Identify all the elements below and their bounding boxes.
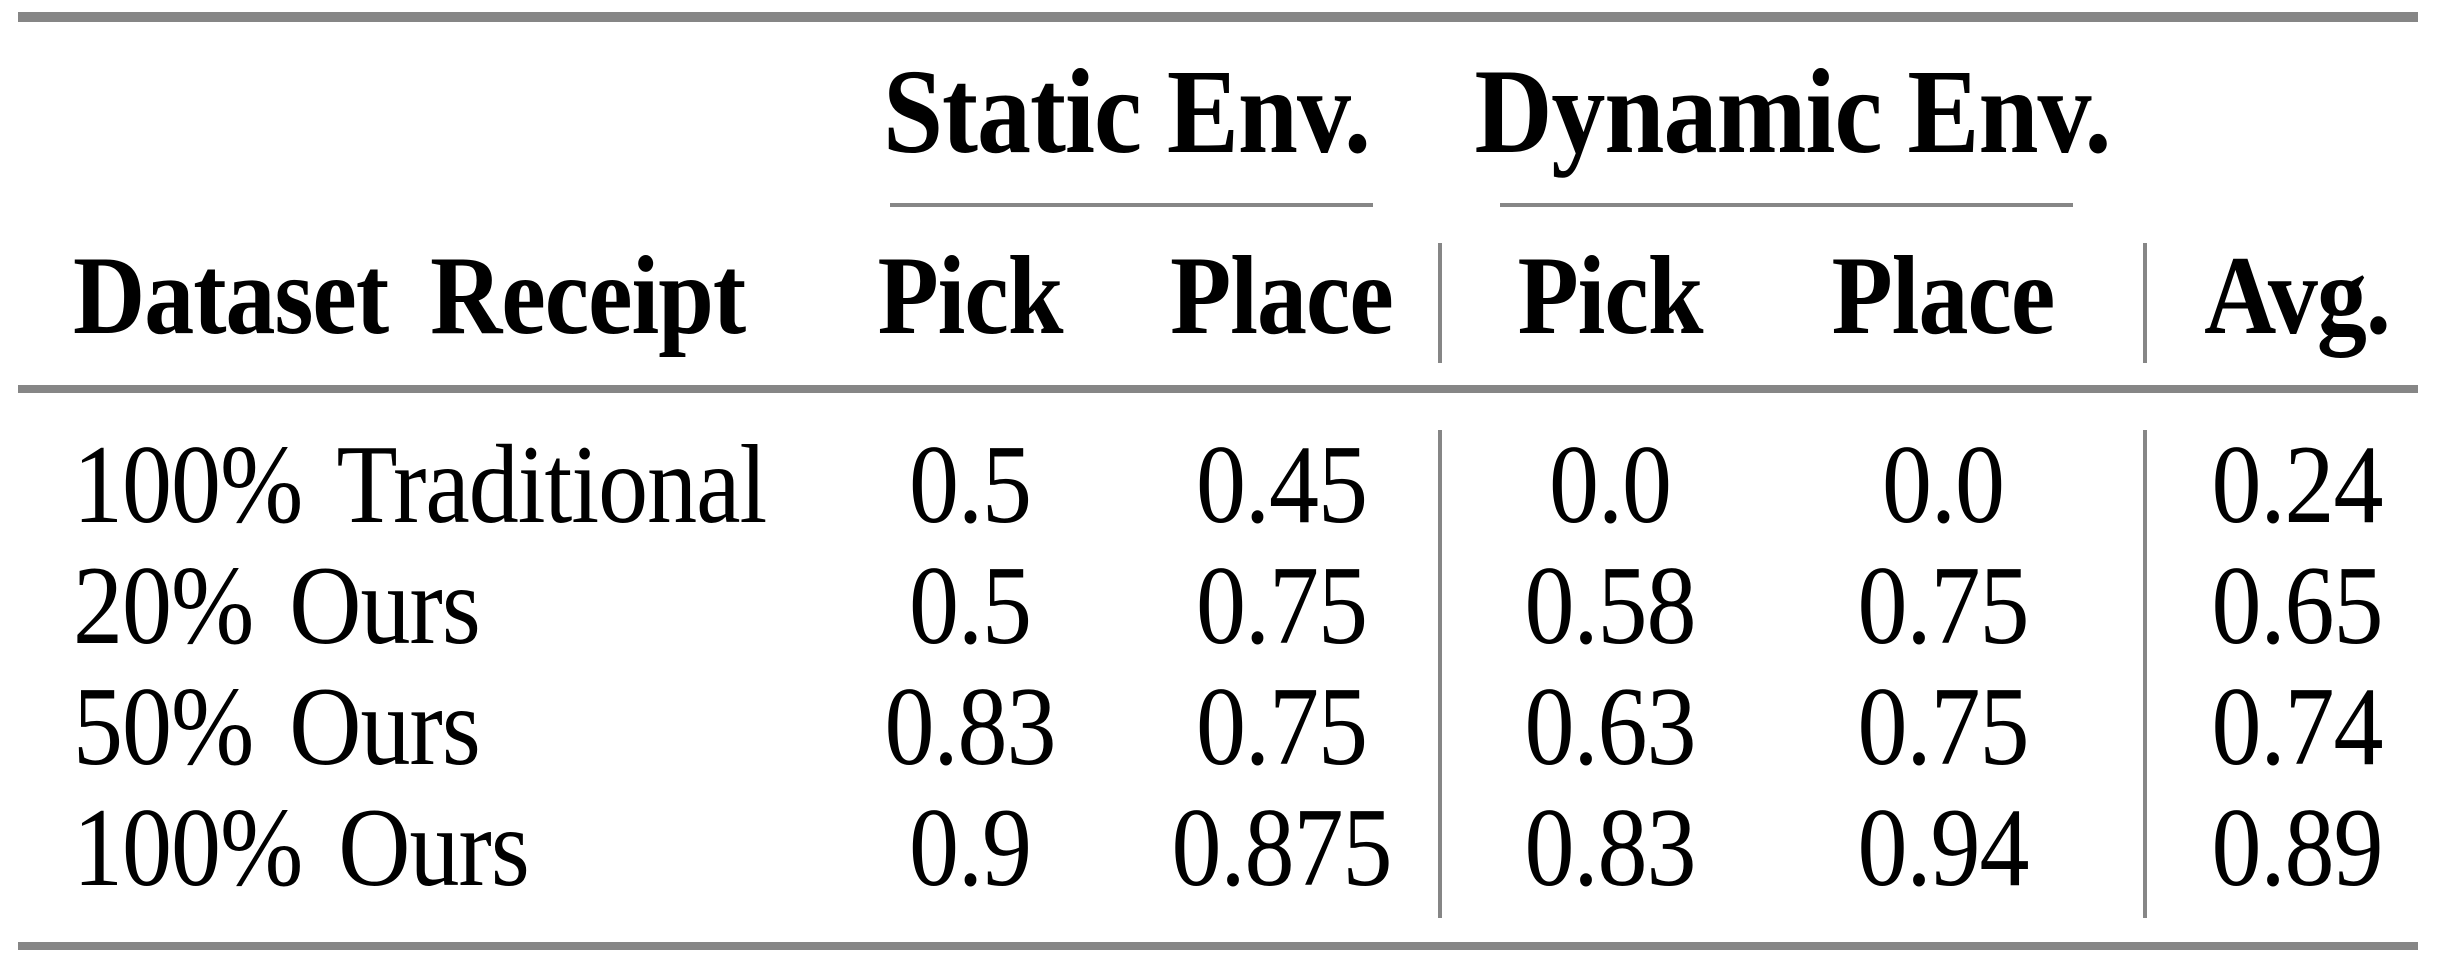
cell-avg: 0.89 — [2147, 787, 2422, 908]
cell-static-pick: 0.83 — [815, 666, 1125, 787]
cell-value: 0.9 — [909, 784, 1032, 910]
group-header-dynamic: Dynamic Env. — [1442, 22, 2143, 203]
column-header-pick-dynamic-label: Pick — [1517, 233, 1704, 358]
row-label: 100% Traditional — [73, 421, 767, 547]
cell-static-place: 0.45 — [1125, 424, 1438, 545]
cell-value: 0.75 — [1857, 542, 2030, 668]
table-row: 100% Ours 0.9 0.875 0.83 0.94 0.89 — [18, 787, 2422, 908]
row-label-cell: 100% Traditional — [18, 424, 815, 545]
bottom-rule — [18, 942, 2418, 950]
cell-value: 0.58 — [1524, 542, 1697, 668]
cell-avg: 0.74 — [2147, 666, 2422, 787]
column-header-place-static-label: Place — [1170, 233, 1394, 358]
column-header-avg-label: Avg. — [2204, 233, 2391, 358]
cell-dynamic-place: 0.75 — [1778, 666, 2143, 787]
column-header-pick-dynamic: Pick — [1442, 207, 1778, 385]
cell-static-pick: 0.5 — [815, 424, 1125, 545]
group-header-static: Static Env. — [815, 22, 1438, 203]
cell-dynamic-place: 0.0 — [1778, 424, 2143, 545]
cell-dynamic-pick: 0.0 — [1442, 424, 1778, 545]
column-header-dataset-receipt-label: Dataset Receipt — [73, 233, 746, 358]
row-label: 50% Ours — [73, 663, 481, 789]
cell-value: 0.75 — [1857, 663, 2030, 789]
cell-static-pick: 0.5 — [815, 545, 1125, 666]
cell-value: 0.875 — [1171, 784, 1393, 910]
column-header-avg: Avg. — [2147, 207, 2422, 385]
column-header-pick-static-label: Pick — [877, 233, 1064, 358]
row-label-cell: 20% Ours — [18, 545, 815, 666]
vertical-separator-static-dynamic-header — [1438, 243, 1442, 363]
vertical-separator-static-dynamic-body — [1438, 430, 1442, 918]
mid-rule — [18, 385, 2418, 393]
column-header-place-dynamic-label: Place — [1831, 233, 2056, 358]
group-header-static-label: Static Env. — [882, 45, 1371, 179]
cell-value: 0.94 — [1857, 784, 2030, 910]
table-row: 100% Traditional 0.5 0.45 0.0 0.0 0.24 — [18, 424, 2422, 545]
column-header-place-static: Place — [1125, 207, 1438, 385]
cell-static-place: 0.75 — [1125, 545, 1438, 666]
column-header-place-dynamic: Place — [1778, 207, 2143, 385]
cell-dynamic-pick: 0.83 — [1442, 787, 1778, 908]
row-label: 100% Ours — [73, 784, 530, 910]
column-header-row: Dataset Receipt Pick Place Pick Place Av… — [18, 207, 2422, 385]
vertical-separator-avg-body — [2143, 430, 2147, 918]
cell-value: 0.89 — [2211, 784, 2384, 910]
cell-value: 0.0 — [1882, 421, 2005, 547]
column-header-pick-static: Pick — [815, 207, 1125, 385]
cell-static-place: 0.875 — [1125, 787, 1438, 908]
cell-value: 0.74 — [2211, 663, 2384, 789]
cell-avg: 0.24 — [2147, 424, 2422, 545]
row-label: 20% Ours — [73, 542, 481, 668]
cell-value: 0.83 — [884, 663, 1057, 789]
cell-value: 0.45 — [1196, 421, 1368, 547]
group-header-row: Static Env. Dynamic Env. — [18, 22, 2422, 203]
cell-value: 0.24 — [2211, 421, 2384, 547]
cell-static-place: 0.75 — [1125, 666, 1438, 787]
table-row: 50% Ours 0.83 0.75 0.63 0.75 0.74 — [18, 666, 2422, 787]
top-rule — [18, 12, 2418, 22]
group-header-dynamic-label: Dynamic Env. — [1474, 45, 2111, 179]
row-label-cell: 100% Ours — [18, 787, 815, 908]
cell-avg: 0.65 — [2147, 545, 2422, 666]
vertical-separator-avg-header — [2143, 243, 2147, 363]
cell-dynamic-pick: 0.63 — [1442, 666, 1778, 787]
cell-dynamic-place: 0.94 — [1778, 787, 2143, 908]
cell-dynamic-place: 0.75 — [1778, 545, 2143, 666]
cell-value: 0.5 — [909, 542, 1032, 668]
cell-value: 0.75 — [1196, 542, 1368, 668]
cell-value: 0.65 — [2211, 542, 2384, 668]
cell-static-pick: 0.9 — [815, 787, 1125, 908]
static-env-underline — [890, 203, 1373, 207]
dynamic-env-underline — [1500, 203, 2073, 207]
cell-value: 0.63 — [1524, 663, 1697, 789]
cell-value: 0.5 — [909, 421, 1032, 547]
cell-value: 0.75 — [1196, 663, 1368, 789]
cell-value: 0.0 — [1549, 421, 1672, 547]
row-label-cell: 50% Ours — [18, 666, 815, 787]
cell-dynamic-pick: 0.58 — [1442, 545, 1778, 666]
table-row: 20% Ours 0.5 0.75 0.58 0.75 0.65 — [18, 545, 2422, 666]
cell-value: 0.83 — [1524, 784, 1697, 910]
column-header-dataset-receipt: Dataset Receipt — [18, 207, 815, 385]
